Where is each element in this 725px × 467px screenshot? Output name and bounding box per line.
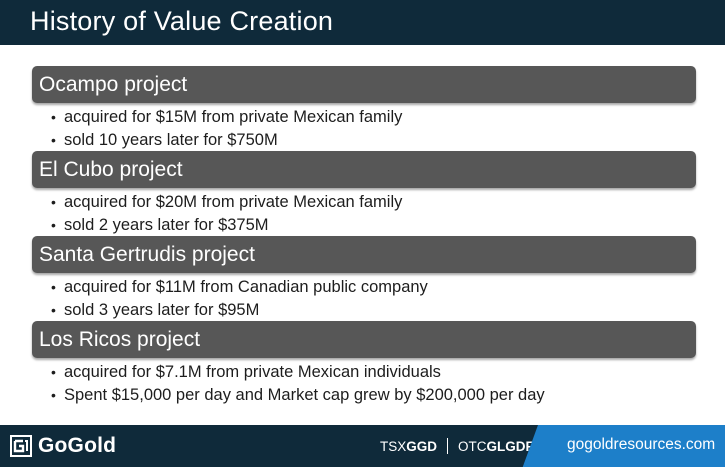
website-link[interactable]: gogoldresources.com	[567, 436, 716, 453]
bullet-list: • acquired for $7.1M from private Mexican…	[32, 361, 696, 407]
company-logo: GoGold	[10, 433, 116, 459]
project-section-los-ricos: Los Ricos project • acquired for $7.1M fr…	[32, 321, 696, 407]
project-header: Ocampo project	[32, 66, 696, 103]
list-item: • sold 3 years later for $95M	[32, 299, 696, 322]
bullet-icon: •	[51, 387, 56, 403]
bullet-icon: •	[51, 279, 56, 295]
bullet-text: sold 2 years later for $375M	[64, 216, 269, 234]
list-item: • acquired for $20M from private Mexican …	[32, 191, 696, 214]
gogold-logo-icon	[10, 435, 32, 457]
footer-bar: GoGold TSX GGD OTC GLGDF gogoldresources.c…	[0, 425, 725, 467]
list-item: • acquired for $15M from private Mexican …	[32, 106, 696, 129]
stock-tickers: TSX GGD OTC GLGDF	[380, 437, 534, 455]
tsx-label: TSX	[380, 438, 407, 454]
bullet-text: sold 3 years later for $95M	[64, 301, 260, 319]
url-band-fill	[560, 425, 725, 467]
list-item: • sold 2 years later for $375M	[32, 214, 696, 237]
bullet-icon: •	[51, 109, 56, 125]
bullet-text: acquired for $11M from Canadian public c…	[64, 278, 428, 296]
ticker-divider	[447, 438, 449, 454]
logo-text: GoGold	[38, 434, 117, 457]
bullet-list: • acquired for $15M from private Mexican …	[32, 106, 696, 152]
project-header: Santa Gertrudis project	[32, 236, 696, 273]
bullet-text: sold 10 years later for $750M	[64, 131, 278, 149]
bullet-text: Spent $15,000 per day and Market cap gre…	[64, 386, 545, 404]
bullet-text: acquired for $15M from private Mexican f…	[64, 108, 403, 126]
bullet-text: acquired for $20M from private Mexican f…	[64, 193, 403, 211]
project-section-ocampo: Ocampo project • acquired for $15M from p…	[32, 66, 696, 152]
list-item: • sold 10 years later for $750M	[32, 129, 696, 152]
otc-label: OTC	[458, 438, 487, 454]
tsx-code: GGD	[406, 438, 438, 454]
bullet-list: • acquired for $11M from Canadian public …	[32, 276, 696, 322]
bullet-text: acquired for $7.1M from private Mexican …	[64, 363, 441, 381]
bullet-icon: •	[51, 132, 56, 148]
otc-code: GLGDF	[486, 438, 534, 454]
title-bar: History of Value Creation	[0, 0, 725, 45]
project-section-el-cubo: El Cubo project • acquired for $20M from …	[32, 151, 696, 237]
bullet-icon: •	[51, 364, 56, 380]
project-header: El Cubo project	[32, 151, 696, 188]
project-section-santa-gertrudis: Santa Gertrudis project • acquired for $1…	[32, 236, 696, 322]
list-item: • acquired for $11M from Canadian public …	[32, 276, 696, 299]
page-title: History of Value Creation	[30, 6, 334, 36]
bullet-icon: •	[51, 302, 56, 318]
list-item: • Spent $15,000 per day and Market cap gr…	[32, 384, 696, 407]
project-header: Los Ricos project	[32, 321, 696, 358]
bullet-list: • acquired for $20M from private Mexican …	[32, 191, 696, 237]
list-item: • acquired for $7.1M from private Mexican…	[32, 361, 696, 384]
bullet-icon: •	[51, 217, 56, 233]
bullet-icon: •	[51, 194, 56, 210]
